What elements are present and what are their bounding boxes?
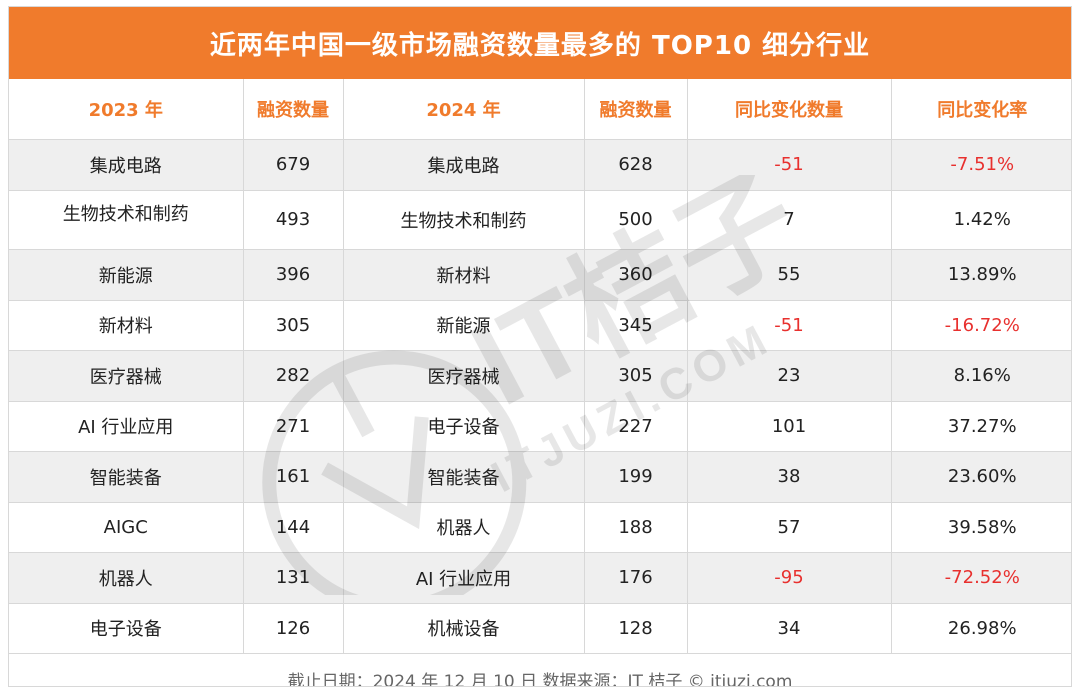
industry-2023: 机器人 [9,552,244,604]
count-2023: 161 [243,451,344,503]
count-2023: 131 [243,552,344,604]
table-row: 生物技术和制药 493 生物技术和制药 500 7 1.42% [9,190,1071,250]
yoy-rate: 23.60% [891,451,1071,503]
yoy-change: 101 [687,401,892,452]
table-row: 集成电路 679 集成电路 628 -51 -7.51% [9,139,1071,191]
yoy-change: 7 [687,190,892,250]
yoy-change: 57 [687,502,892,553]
table-row: AI 行业应用 271 电子设备 227 101 37.27% [9,401,1071,452]
industry-2023: 新能源 [9,249,244,301]
yoy-change: 23 [687,350,892,402]
count-2023: 396 [243,249,344,301]
industry-2023: 医疗器械 [9,350,244,402]
industry-2023: 智能装备 [9,451,244,503]
header-yoy-rate: 同比变化率 [891,79,1071,140]
count-2024: 500 [584,190,688,250]
count-2024: 345 [584,300,688,351]
industry-2024: 智能装备 [343,451,585,503]
yoy-change: 38 [687,451,892,503]
header-yoy-change: 同比变化数量 [687,79,892,140]
count-2024: 128 [584,603,688,654]
yoy-rate: 1.42% [891,190,1071,250]
count-2023: 144 [243,502,344,553]
count-2024: 360 [584,249,688,301]
table-row: AIGC 144 机器人 188 57 39.58% [9,502,1071,553]
count-2024: 188 [584,502,688,553]
table-row: 机器人 131 AI 行业应用 176 -95 -72.52% [9,552,1071,604]
count-2024: 227 [584,401,688,452]
source-footer: 截止日期：2024 年 12 月 10 日 数据来源：IT 桔子 © itjuz… [9,654,1071,686]
yoy-change: -95 [687,552,892,604]
count-2024: 305 [584,350,688,402]
count-2023: 282 [243,350,344,402]
header-count-2024: 融资数量 [584,79,688,140]
count-2023: 271 [243,401,344,452]
header-count-2023: 融资数量 [243,79,344,140]
industry-table: 2023 年 融资数量 2024 年 融资数量 同比变化数量 同比变化率 集成电… [9,79,1071,654]
table-row: 智能装备 161 智能装备 199 38 23.60% [9,451,1071,503]
yoy-change: 55 [687,249,892,301]
industry-2024: 机械设备 [343,603,585,654]
yoy-rate: -16.72% [891,300,1071,351]
yoy-rate: 26.98% [891,603,1071,654]
count-2023: 679 [243,139,344,191]
count-2023: 305 [243,300,344,351]
yoy-rate: -7.51% [891,139,1071,191]
count-2024: 628 [584,139,688,191]
header-row: 2023 年 融资数量 2024 年 融资数量 同比变化数量 同比变化率 [9,79,1071,140]
industry-2024: 生物技术和制药 [343,190,585,250]
yoy-rate: 39.58% [891,502,1071,553]
yoy-rate: 37.27% [891,401,1071,452]
industry-2024: 新能源 [343,300,585,351]
industry-2024: 集成电路 [343,139,585,191]
yoy-rate: 13.89% [891,249,1071,301]
table-row: 电子设备 126 机械设备 128 34 26.98% [9,603,1071,654]
yoy-change: -51 [687,300,892,351]
industry-2023: 新材料 [9,300,244,351]
table-row: 新材料 305 新能源 345 -51 -16.72% [9,300,1071,351]
table-title: 近两年中国一级市场融资数量最多的 TOP10 细分行业 [9,7,1071,79]
count-2023: 493 [243,190,344,250]
industry-2024: 新材料 [343,249,585,301]
yoy-change: -51 [687,139,892,191]
industry-2024: 电子设备 [343,401,585,452]
industry-2023: AI 行业应用 [9,401,244,452]
industry-2024: AI 行业应用 [343,552,585,604]
table-card: 近两年中国一级市场融资数量最多的 TOP10 细分行业 2023 年 融资数量 … [8,6,1072,687]
header-2023: 2023 年 [9,79,244,140]
count-2023: 126 [243,603,344,654]
industry-2023: AIGC [9,502,244,553]
industry-2024: 机器人 [343,502,585,553]
yoy-rate: 8.16% [891,350,1071,402]
header-2024: 2024 年 [343,79,585,140]
count-2024: 176 [584,552,688,604]
industry-2024: 医疗器械 [343,350,585,402]
table-row: 医疗器械 282 医疗器械 305 23 8.16% [9,350,1071,402]
industry-2023: 电子设备 [9,603,244,654]
table-row: 新能源 396 新材料 360 55 13.89% [9,249,1071,301]
count-2024: 199 [584,451,688,503]
industry-2023: 集成电路 [9,139,244,191]
industry-2023: 生物技术和制药 [9,190,244,250]
yoy-rate: -72.52% [891,552,1071,604]
yoy-change: 34 [687,603,892,654]
